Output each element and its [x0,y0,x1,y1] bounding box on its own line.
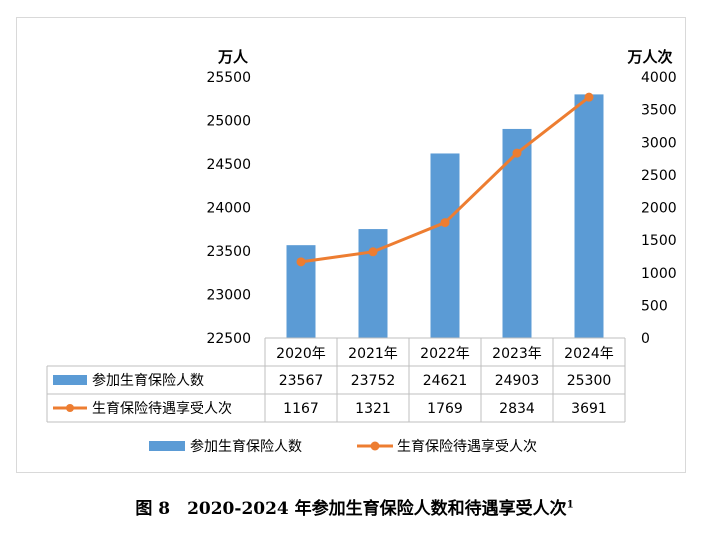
table-cell-value: 3691 [571,401,607,417]
table-legend-key-bar [53,375,87,385]
right-axis-tick-label: 1000 [641,266,677,282]
bar [502,128,532,338]
table-cell-value: 1321 [355,401,391,417]
caption-note-mark: 1 [566,499,574,511]
legend-key-bar [149,441,185,451]
right-axis-tick-label: 4000 [641,70,677,86]
line-point [512,148,522,158]
legend-label: 参加生育保险人数 [190,438,302,455]
category-label: 2023年 [492,346,542,362]
right-axis-tick-label: 3000 [641,135,677,151]
table-cell-value: 1167 [283,401,319,417]
left-axis-unit: 万人 [217,48,249,66]
chart-frame [16,17,686,473]
caption-text: 图 8 2020-2024 年参加生育保险人数和待遇享受人次 [135,499,567,519]
category-label: 2021年 [348,346,398,362]
legend-key-marker [370,441,380,451]
legend-label: 生育保险待遇享受人次 [397,438,537,455]
category-label: 2024年 [564,346,614,362]
bar [574,94,604,339]
line-point [584,92,594,102]
right-axis-tick-label: 0 [641,331,650,347]
category-label: 2022年 [420,346,470,362]
line-point [296,257,306,267]
table-cell-value: 23752 [351,373,396,389]
left-axis-tick-label: 22500 [206,331,251,347]
table-row-label: 参加生育保险人数 [92,372,204,389]
left-axis-tick-label: 23000 [206,288,251,304]
right-axis-tick-label: 3500 [641,103,677,119]
right-axis-tick-label: 500 [641,298,668,314]
bar [358,229,388,338]
category-label: 2020年 [276,346,326,362]
table-cell-value: 25300 [567,373,612,389]
table-cell-value: 1769 [427,401,463,417]
right-axis-tick-label: 1500 [641,233,677,249]
right-axis-tick-label: 2000 [641,201,677,217]
right-axis-tick-label: 2500 [641,168,677,184]
left-axis-tick-label: 24000 [206,201,251,217]
line-point [368,247,378,257]
table-cell-value: 24903 [495,373,540,389]
table-cell-value: 23567 [279,373,324,389]
bar [430,153,460,338]
left-axis-tick-label: 23500 [206,244,251,260]
figure-caption: 图 8 2020-2024 年参加生育保险人数和待遇享受人次1 [0,494,709,519]
left-axis-tick-label: 25500 [206,70,251,86]
right-axis-unit: 万人次 [626,48,672,66]
table-cell-value: 24621 [423,373,468,389]
table-cell-value: 2834 [499,401,535,417]
table-row-label: 生育保险待遇享受人次 [92,400,232,417]
left-axis-tick-label: 25000 [206,114,251,130]
line-point [440,218,450,228]
left-axis-tick-label: 24500 [206,157,251,173]
combo-chart: 22500 23000 23500 24000 24500 25000 25500 0 500 1… [46,48,677,455]
table-legend-key-marker [66,404,74,412]
